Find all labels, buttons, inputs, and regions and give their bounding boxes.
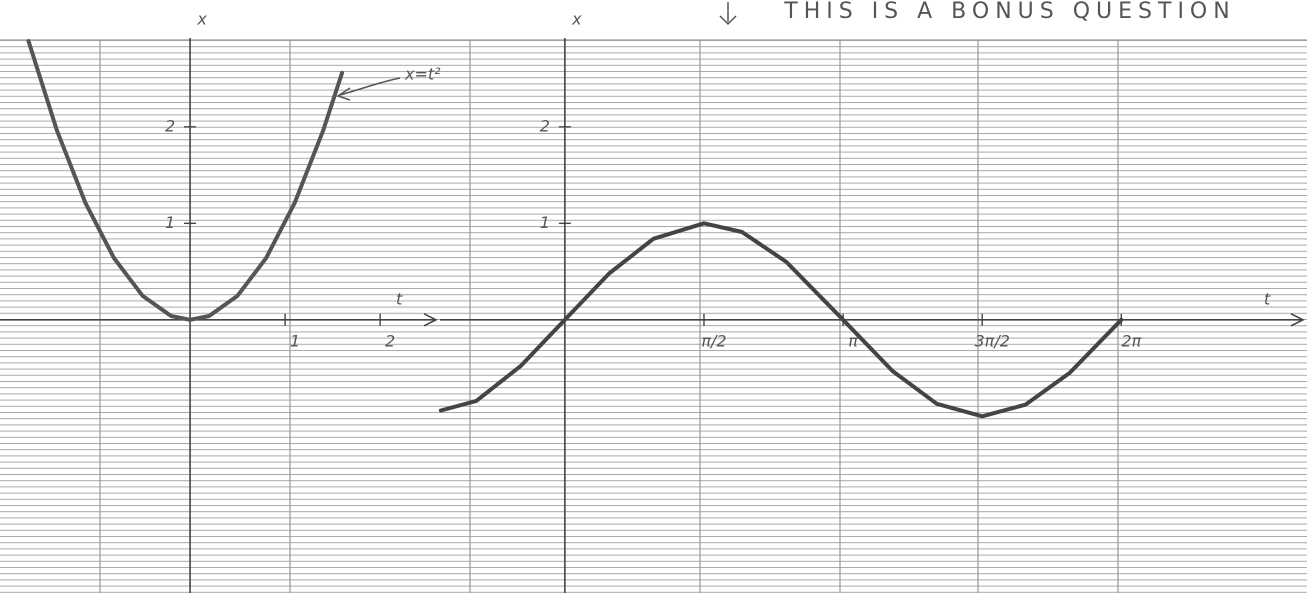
annotation: x=t² bbox=[404, 65, 441, 84]
axis-arrow bbox=[423, 313, 438, 327]
y-tick-label: 2 bbox=[540, 116, 550, 135]
y-tick-label: 1 bbox=[540, 213, 550, 232]
annotation-arrow bbox=[336, 77, 401, 101]
y-axis-label: x bbox=[196, 10, 207, 29]
x-axis-label: t bbox=[1264, 289, 1271, 308]
x-axis-label: t bbox=[396, 289, 403, 308]
y-axis-label: x bbox=[571, 10, 582, 29]
y-tick-label: 1 bbox=[165, 213, 175, 232]
x-tick-label: 2 bbox=[385, 331, 395, 350]
arrow bbox=[719, 2, 737, 26]
axis-arrow bbox=[1290, 313, 1305, 327]
x-tick-label: 2π bbox=[1121, 331, 1141, 350]
graph-paper bbox=[0, 40, 1307, 593]
page-note: THIS IS A BONUS QUESTION bbox=[783, 0, 1235, 24]
x-tick-label: 1 bbox=[290, 331, 300, 350]
x-tick-label: π bbox=[848, 331, 858, 350]
curve bbox=[438, 221, 1124, 419]
x-tick-label: 3π/2 bbox=[975, 331, 1010, 350]
curve bbox=[26, 39, 345, 322]
x-tick-label: π/2 bbox=[701, 331, 726, 350]
y-tick-label: 2 bbox=[165, 116, 175, 135]
